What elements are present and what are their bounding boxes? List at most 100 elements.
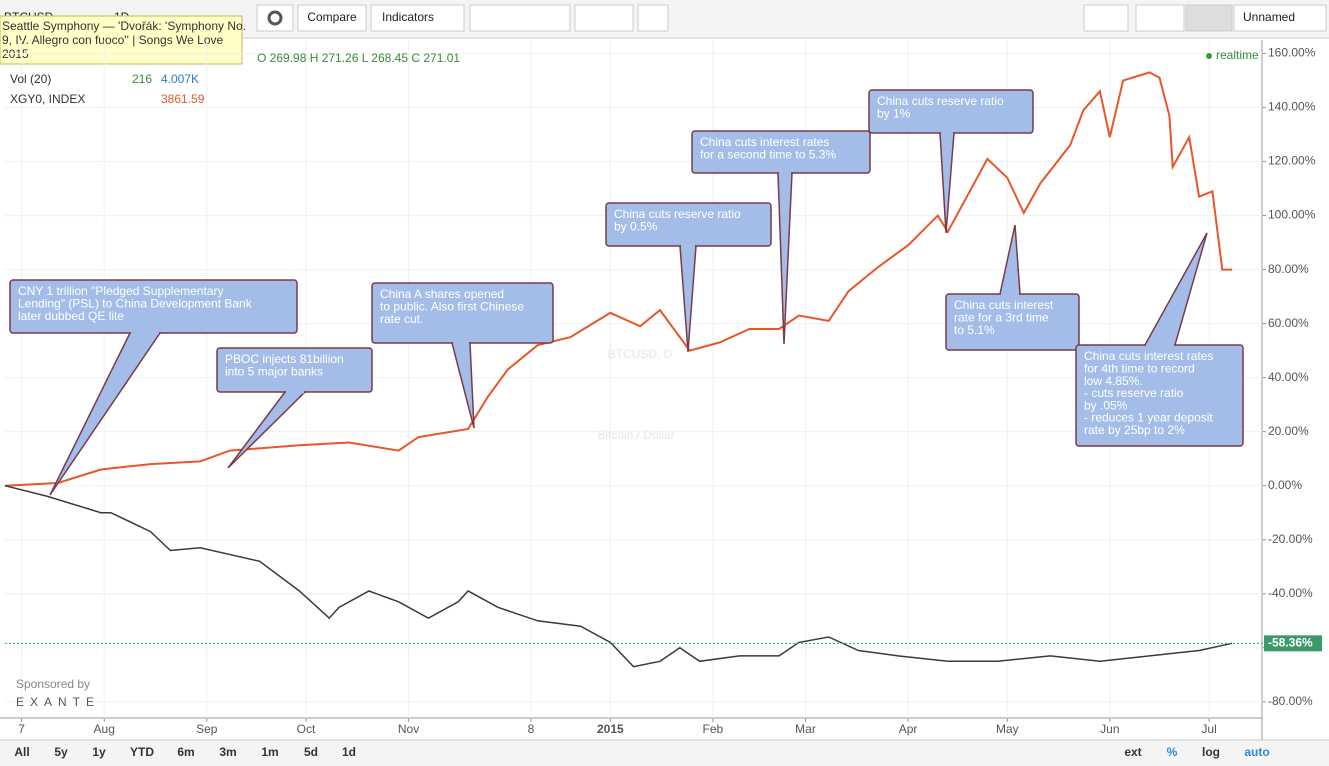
fullscreen[interactable] <box>637 4 669 32</box>
load-button[interactable] <box>1135 4 1185 32</box>
indicators-button[interactable] <box>370 4 465 32</box>
annotation-text: by 1% <box>877 106 911 120</box>
x-tick-label: Apr <box>899 722 918 736</box>
realtime: realtime <box>1216 48 1259 62</box>
y-tick-label: 160.00% <box>1268 46 1316 60</box>
annotation: CNY 1 trillion "Pledged Supplementary Le… <box>9 279 298 496</box>
y-tick-label: -20.00% <box>1268 532 1313 546</box>
y-tick-label: -80.00% <box>1268 694 1313 708</box>
scale-option[interactable]: auto <box>1244 745 1269 759</box>
tooltip-line: Seattle Symphony — 'Dvořák: 'Symphony No… <box>2 19 246 33</box>
x-tick-label: Aug <box>94 722 115 736</box>
plot: 160.00%140.00%120.00%100.00%80.00%60.00%… <box>0 40 1322 740</box>
ohlc: O 269.98 H 271.26 L 268.45 C 271.01 <box>257 51 460 65</box>
scale-option[interactable]: log <box>1202 745 1220 759</box>
x-tick-label: Feb <box>703 722 724 736</box>
x-tick-label: Nov <box>398 722 419 736</box>
annotation-text: PBOC injects 81billion <box>225 352 344 366</box>
x-tick-label: Jul <box>1201 722 1216 736</box>
sponsor-label: Sponsored by <box>16 677 90 691</box>
range-button[interactable]: 1y <box>92 745 106 759</box>
compare: Compare <box>307 10 357 24</box>
index-value: 3861.59 <box>161 92 205 106</box>
annotation-text: China cuts interest <box>954 298 1054 312</box>
y-tick-label: 80.00% <box>1268 262 1309 276</box>
tooltip-line: 9, IV. Allegro con fuoco'' | Songs We Lo… <box>2 33 224 47</box>
annotation-text: China cuts interest rates <box>1084 349 1213 363</box>
annotation-text: - cuts reserve ratio <box>1084 386 1184 400</box>
annotation-text: Lending" (PSL) to China Development Bank <box>18 296 253 310</box>
watermark-description: Bitcoin / Dollar <box>597 428 674 442</box>
layout-name-box[interactable] <box>1233 4 1327 32</box>
annotation-text: low 4.85%. <box>1084 374 1143 388</box>
undo-redo[interactable] <box>574 4 634 32</box>
x-tick-label: May <box>996 722 1019 736</box>
toolbar: BTCUSD 1D Compare Indicators Unnamed <box>0 0 1329 39</box>
scale-option[interactable]: % <box>1167 745 1178 759</box>
range-button[interactable]: 1m <box>261 745 278 759</box>
scale-option[interactable]: ext <box>1124 745 1141 759</box>
bottom-bg <box>0 740 1329 766</box>
tooltip: Seattle Symphony — 'Dvořák: 'Symphony No… <box>0 15 246 65</box>
x-tick-label: 7 <box>18 722 25 736</box>
annotation-text: rate for a 3rd time <box>954 310 1049 324</box>
annotation-text: to 5.1% <box>954 323 995 337</box>
x-tick-label: Sep <box>196 722 218 736</box>
y-tick-label: -40.00% <box>1268 586 1313 600</box>
annotation-text: China cuts reserve ratio <box>614 207 741 221</box>
bottom-bar <box>0 739 1329 766</box>
index-name: XGY0, INDEX <box>10 92 85 106</box>
alert-buttons[interactable] <box>469 4 571 32</box>
y-tick-label: 120.00% <box>1268 154 1316 168</box>
tooltip-box <box>0 15 243 65</box>
x-tick-label: Mar <box>795 722 816 736</box>
range-button[interactable]: 3m <box>219 745 236 759</box>
annotation-text: by 0.5% <box>614 219 658 233</box>
annotation-text: China cuts reserve ratio <box>877 94 1004 108</box>
last-price-label: -58.36% <box>1268 636 1313 650</box>
y-tick-label: 0.00% <box>1268 478 1302 492</box>
annotation-text: for 4th time to record <box>1084 361 1195 375</box>
x-tick-label: 2015 <box>597 722 624 736</box>
annotation-text: China cuts interest rates <box>700 135 829 149</box>
series-line <box>4 71 1233 487</box>
compare-button[interactable] <box>297 4 367 32</box>
y-tick-label: 20.00% <box>1268 424 1309 438</box>
y-tick-label: 100.00% <box>1268 208 1316 222</box>
annotation-text: by .05% <box>1084 398 1128 412</box>
range-button[interactable]: YTD <box>130 745 154 759</box>
annotation-text: rate cut. <box>380 312 423 326</box>
range-button[interactable]: 6m <box>177 745 194 759</box>
range-button[interactable]: 1d <box>342 745 356 759</box>
last-price-badge <box>1264 635 1322 652</box>
vol-b: 4.007K <box>161 72 199 86</box>
range-button[interactable]: All <box>14 745 29 759</box>
annotation-text: CNY 1 trillion "Pledged Supplementary <box>18 284 223 298</box>
vol-a: 216 <box>132 72 152 86</box>
sponsor-name: EXANTE <box>16 695 100 709</box>
range-button[interactable]: 5d <box>304 745 318 759</box>
annotation-text: for a second time to 5.3% <box>700 147 836 161</box>
range-button[interactable]: 5y <box>54 745 68 759</box>
layout-button[interactable] <box>1083 4 1129 32</box>
x-tick-label: Jun <box>1100 722 1119 736</box>
vol-name: Vol (20) <box>10 72 51 86</box>
realtime-dot <box>1206 53 1212 59</box>
annotation-text: later dubbed QE lite <box>18 309 124 323</box>
annotation-text: to public. Also first Chinese <box>380 299 524 313</box>
layout-name: Unnamed <box>1243 10 1295 24</box>
settings-button[interactable] <box>256 4 294 32</box>
gear-icon <box>267 10 283 26</box>
y-tick-label: 40.00% <box>1268 370 1309 384</box>
save-button[interactable] <box>1185 4 1233 32</box>
x-tick-label: Oct <box>297 722 316 736</box>
annotation-text: rate by 25bp to 2% <box>1084 423 1185 437</box>
indicators: Indicators <box>382 10 434 24</box>
